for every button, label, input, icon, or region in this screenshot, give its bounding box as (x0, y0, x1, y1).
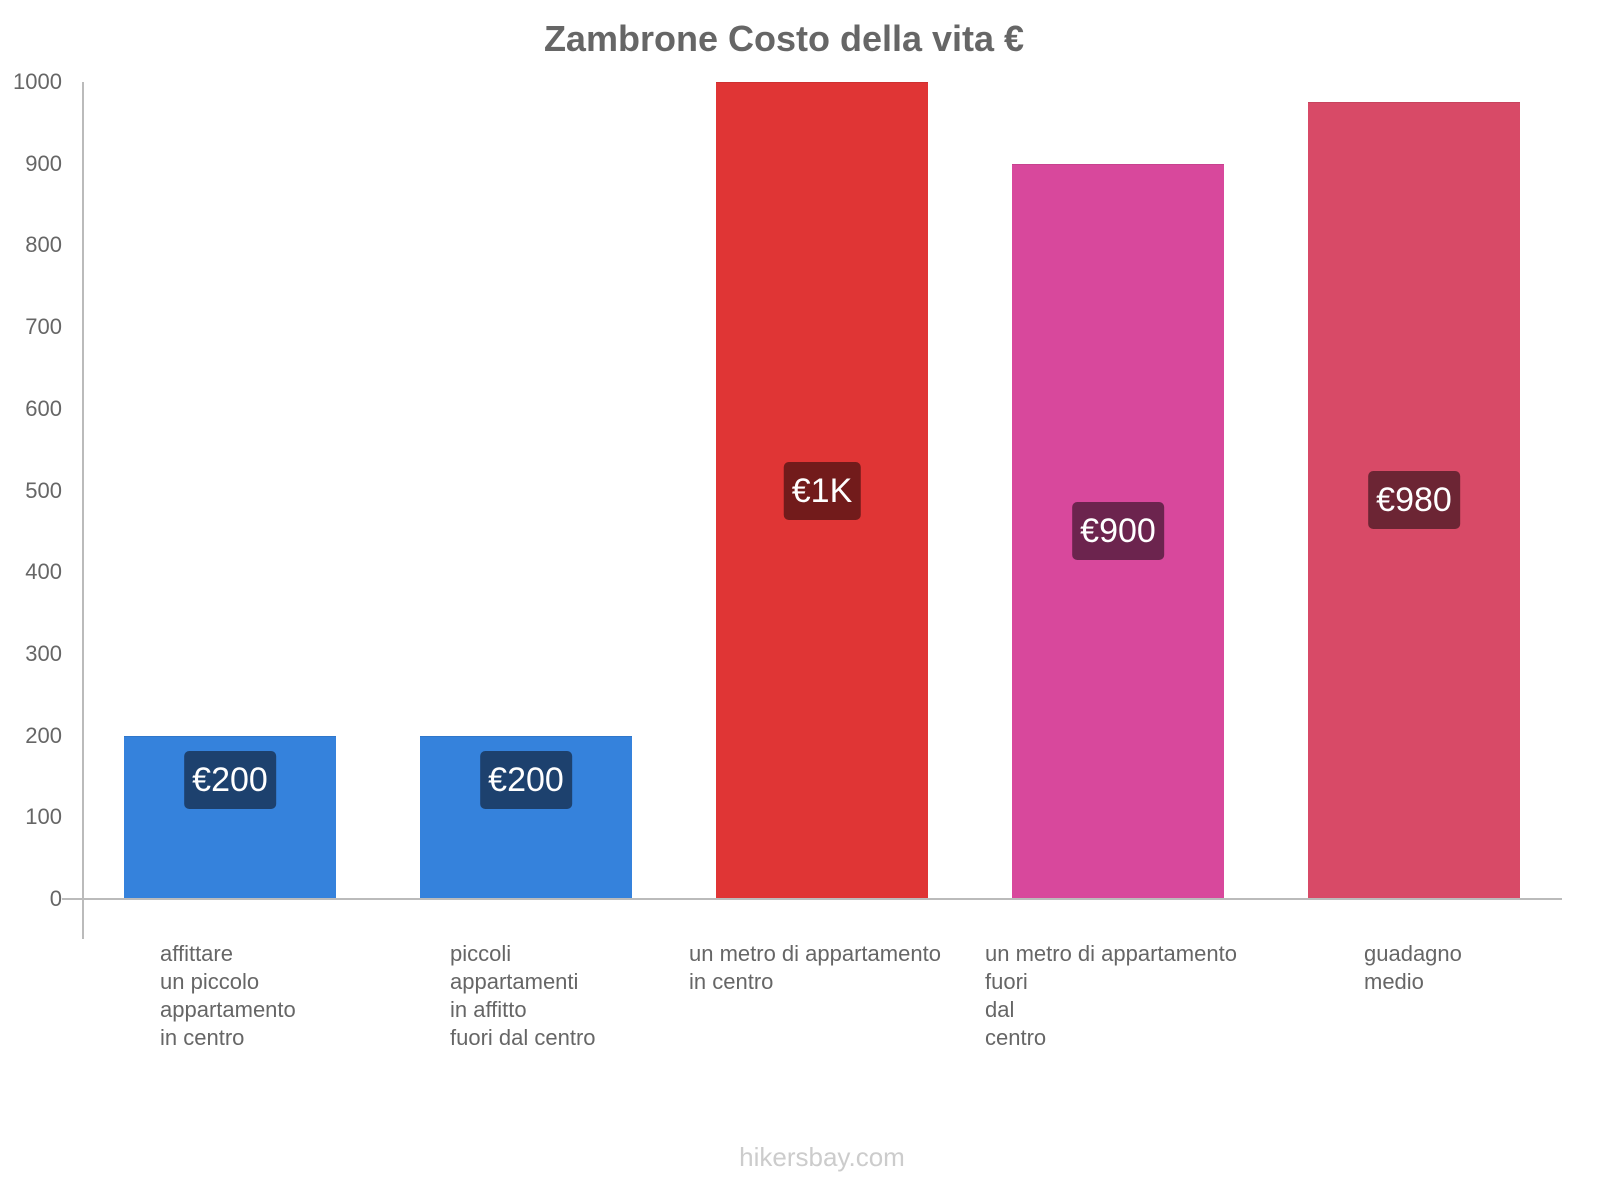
x-tick-label: piccoli appartamenti in affitto fuori da… (450, 941, 596, 1050)
y-tick-label: 900 (25, 150, 62, 176)
x-axis-line (62, 898, 1562, 900)
y-tick-label: 600 (25, 395, 62, 421)
y-tick-label: 700 (25, 314, 62, 340)
y-tick-label: 500 (25, 477, 62, 503)
y-tick-label: 400 (25, 559, 62, 585)
value-label: €1K (783, 461, 861, 520)
value-label: €200 (184, 750, 276, 809)
y-tick-label: 1000 (13, 69, 62, 94)
value-label: €980 (1368, 471, 1460, 530)
watermark: hikersbay.com (739, 1142, 905, 1172)
y-axis-line (82, 82, 84, 939)
y-tick-label: 100 (25, 804, 62, 830)
y-tick-label: 800 (25, 232, 62, 258)
value-label: €200 (480, 750, 572, 809)
y-tick-label: 200 (25, 722, 62, 748)
value-label: €900 (1072, 502, 1164, 561)
x-tick-label: affittare un piccolo appartamento in cen… (160, 941, 296, 1050)
x-tick-label: un metro di appartamento fuori dal centr… (985, 941, 1237, 1050)
chart-title: Zambrone Costo della vita € (543, 18, 1025, 59)
y-tick-label: 0 (49, 886, 62, 911)
x-tick-label: guadagno medio (1364, 941, 1462, 994)
x-tick-label: un metro di appartamento in centro (689, 941, 941, 994)
y-tick-label: 300 (25, 640, 62, 666)
